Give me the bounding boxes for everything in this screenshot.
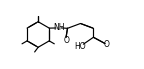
Text: O: O <box>103 40 109 49</box>
Text: HO: HO <box>75 42 86 51</box>
Text: O: O <box>63 36 69 45</box>
Text: NH: NH <box>53 23 64 32</box>
